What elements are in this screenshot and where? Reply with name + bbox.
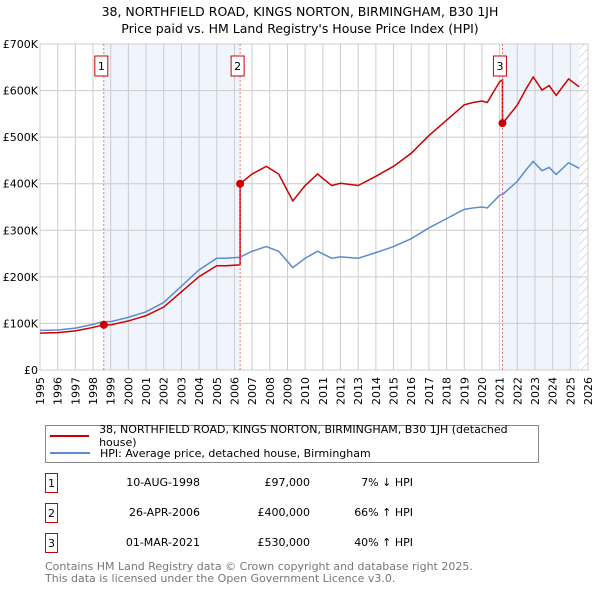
legend: 38, NORTHFIELD ROAD, KINGS NORTON, BIRMI… bbox=[45, 423, 539, 463]
legend-label-hpi: HPI: Average price, detached house, Birm… bbox=[100, 446, 371, 460]
legend-label-property: 38, NORTHFIELD ROAD, KINGS NORTON, BIRMI… bbox=[99, 423, 508, 449]
property-price-line bbox=[39, 75, 580, 334]
x-tick-label: 2015 bbox=[388, 377, 401, 405]
x-tick-label: 2007 bbox=[246, 377, 259, 405]
x-tick-label: 2005 bbox=[211, 377, 224, 405]
x-tick-label: 2017 bbox=[423, 377, 436, 405]
plot-area: 1995 1996 1997 1998 1999 2000 2001 2002 2003 2004… bbox=[3, 38, 595, 405]
sale-row: 2 26-APR-2006 £400,000 66% ↑ HPI bbox=[45, 503, 545, 525]
sale-point bbox=[236, 179, 245, 188]
sale-marker-number: 3 bbox=[45, 533, 58, 553]
x-tick-label: 2020 bbox=[476, 377, 489, 405]
legend-item-hpi: HPI: Average price, detached house, Birm… bbox=[50, 445, 371, 461]
x-tick-label: 2010 bbox=[299, 377, 312, 405]
sale-price: £400,000 bbox=[257, 506, 311, 519]
x-tick-label: 2024 bbox=[547, 377, 560, 405]
legend-swatch-hpi bbox=[50, 452, 90, 454]
x-tick-label: 2014 bbox=[370, 377, 383, 405]
sale-row: 1 10-AUG-1998 £97,000 7% ↓ HPI bbox=[45, 473, 545, 495]
sale-date: 01-MAR-2021 bbox=[125, 536, 200, 549]
sale-hpi-comparison: 66% ↑ HPI bbox=[354, 506, 413, 519]
x-tick-label: 2002 bbox=[158, 377, 171, 405]
x-tick-label: 2012 bbox=[335, 377, 348, 405]
y-tick-label: £100K bbox=[3, 317, 39, 330]
sale-row: 3 01-MAR-2021 £530,000 40% ↑ HPI bbox=[45, 533, 545, 555]
sale-marker-box bbox=[492, 55, 507, 77]
legend-item-property: 38, NORTHFIELD ROAD, KINGS NORTON, BIRMI… bbox=[50, 423, 538, 449]
sale-marker-number: 1 bbox=[45, 473, 58, 493]
sale-hpi-comparison: 40% ↑ HPI bbox=[354, 536, 413, 549]
y-tick-label: £300K bbox=[3, 224, 39, 237]
sale-marker-number: 2 bbox=[45, 503, 58, 523]
sale-marker-label: 1 bbox=[98, 60, 105, 73]
x-tick-label: 2025 bbox=[564, 377, 577, 405]
y-tick-label: £700K bbox=[3, 38, 39, 51]
x-tick-label: 2022 bbox=[511, 377, 524, 405]
sale-date: 10-AUG-1998 bbox=[126, 476, 200, 489]
x-tick-label: 1997 bbox=[69, 377, 82, 405]
y-tick-label: £0 bbox=[24, 364, 38, 377]
plot-border bbox=[39, 43, 589, 371]
shade-region bbox=[103, 44, 241, 370]
shade-region bbox=[502, 44, 580, 370]
x-tick-label: 1999 bbox=[105, 377, 118, 405]
x-tick-label: 2018 bbox=[441, 377, 454, 405]
y-tick-label: £200K bbox=[3, 271, 39, 284]
sale-marker-box bbox=[230, 55, 245, 77]
sale-marker-label: 3 bbox=[496, 60, 503, 73]
legend-swatch-property bbox=[50, 435, 90, 437]
x-tick-label: 2000 bbox=[122, 377, 135, 405]
hpi-line bbox=[39, 160, 580, 332]
x-tick-label: 2001 bbox=[140, 377, 153, 405]
x-tick-label: 2008 bbox=[264, 377, 277, 405]
sale-date: 26-APR-2006 bbox=[128, 506, 200, 519]
x-tick-label: 2026 bbox=[582, 377, 595, 405]
x-tick-label: 2021 bbox=[494, 377, 507, 405]
sale-point bbox=[99, 320, 108, 329]
sale-marker-box bbox=[94, 55, 109, 77]
x-tick-label: 2011 bbox=[317, 377, 330, 405]
x-tick-label: 2006 bbox=[228, 377, 241, 405]
chart-title: 38, NORTHFIELD ROAD, KINGS NORTON, BIRMI… bbox=[101, 4, 499, 19]
x-tick-label: 2009 bbox=[281, 377, 294, 405]
y-tick-label: £500K bbox=[3, 131, 39, 144]
sale-price: £530,000 bbox=[257, 536, 311, 549]
x-tick-label: 1996 bbox=[52, 377, 65, 405]
x-tick-label: 2023 bbox=[529, 377, 542, 405]
future-hatch bbox=[579, 44, 588, 370]
x-tick-label: 1998 bbox=[87, 377, 100, 405]
footer-line-1: Contains HM Land Registry data © Crown c… bbox=[45, 560, 473, 573]
footer-line-2: This data is licensed under the Open Gov… bbox=[45, 572, 396, 585]
y-tick-label: £400K bbox=[3, 178, 39, 191]
sale-price: £97,000 bbox=[264, 476, 311, 489]
sale-point bbox=[498, 119, 507, 128]
x-tick-label: 2016 bbox=[405, 377, 418, 405]
x-tick-label: 1995 bbox=[34, 377, 47, 405]
x-tick-label: 2019 bbox=[458, 377, 471, 405]
x-tick-label: 2013 bbox=[352, 377, 365, 405]
sale-hpi-comparison: 7% ↓ HPI bbox=[361, 476, 413, 489]
x-tick-label: 2004 bbox=[193, 377, 206, 405]
sale-marker-label: 2 bbox=[234, 60, 241, 73]
x-tick-label: 2003 bbox=[175, 377, 188, 405]
chart-subtitle: Price paid vs. HM Land Registry's House … bbox=[121, 21, 479, 36]
y-tick-label: £600K bbox=[3, 85, 39, 98]
